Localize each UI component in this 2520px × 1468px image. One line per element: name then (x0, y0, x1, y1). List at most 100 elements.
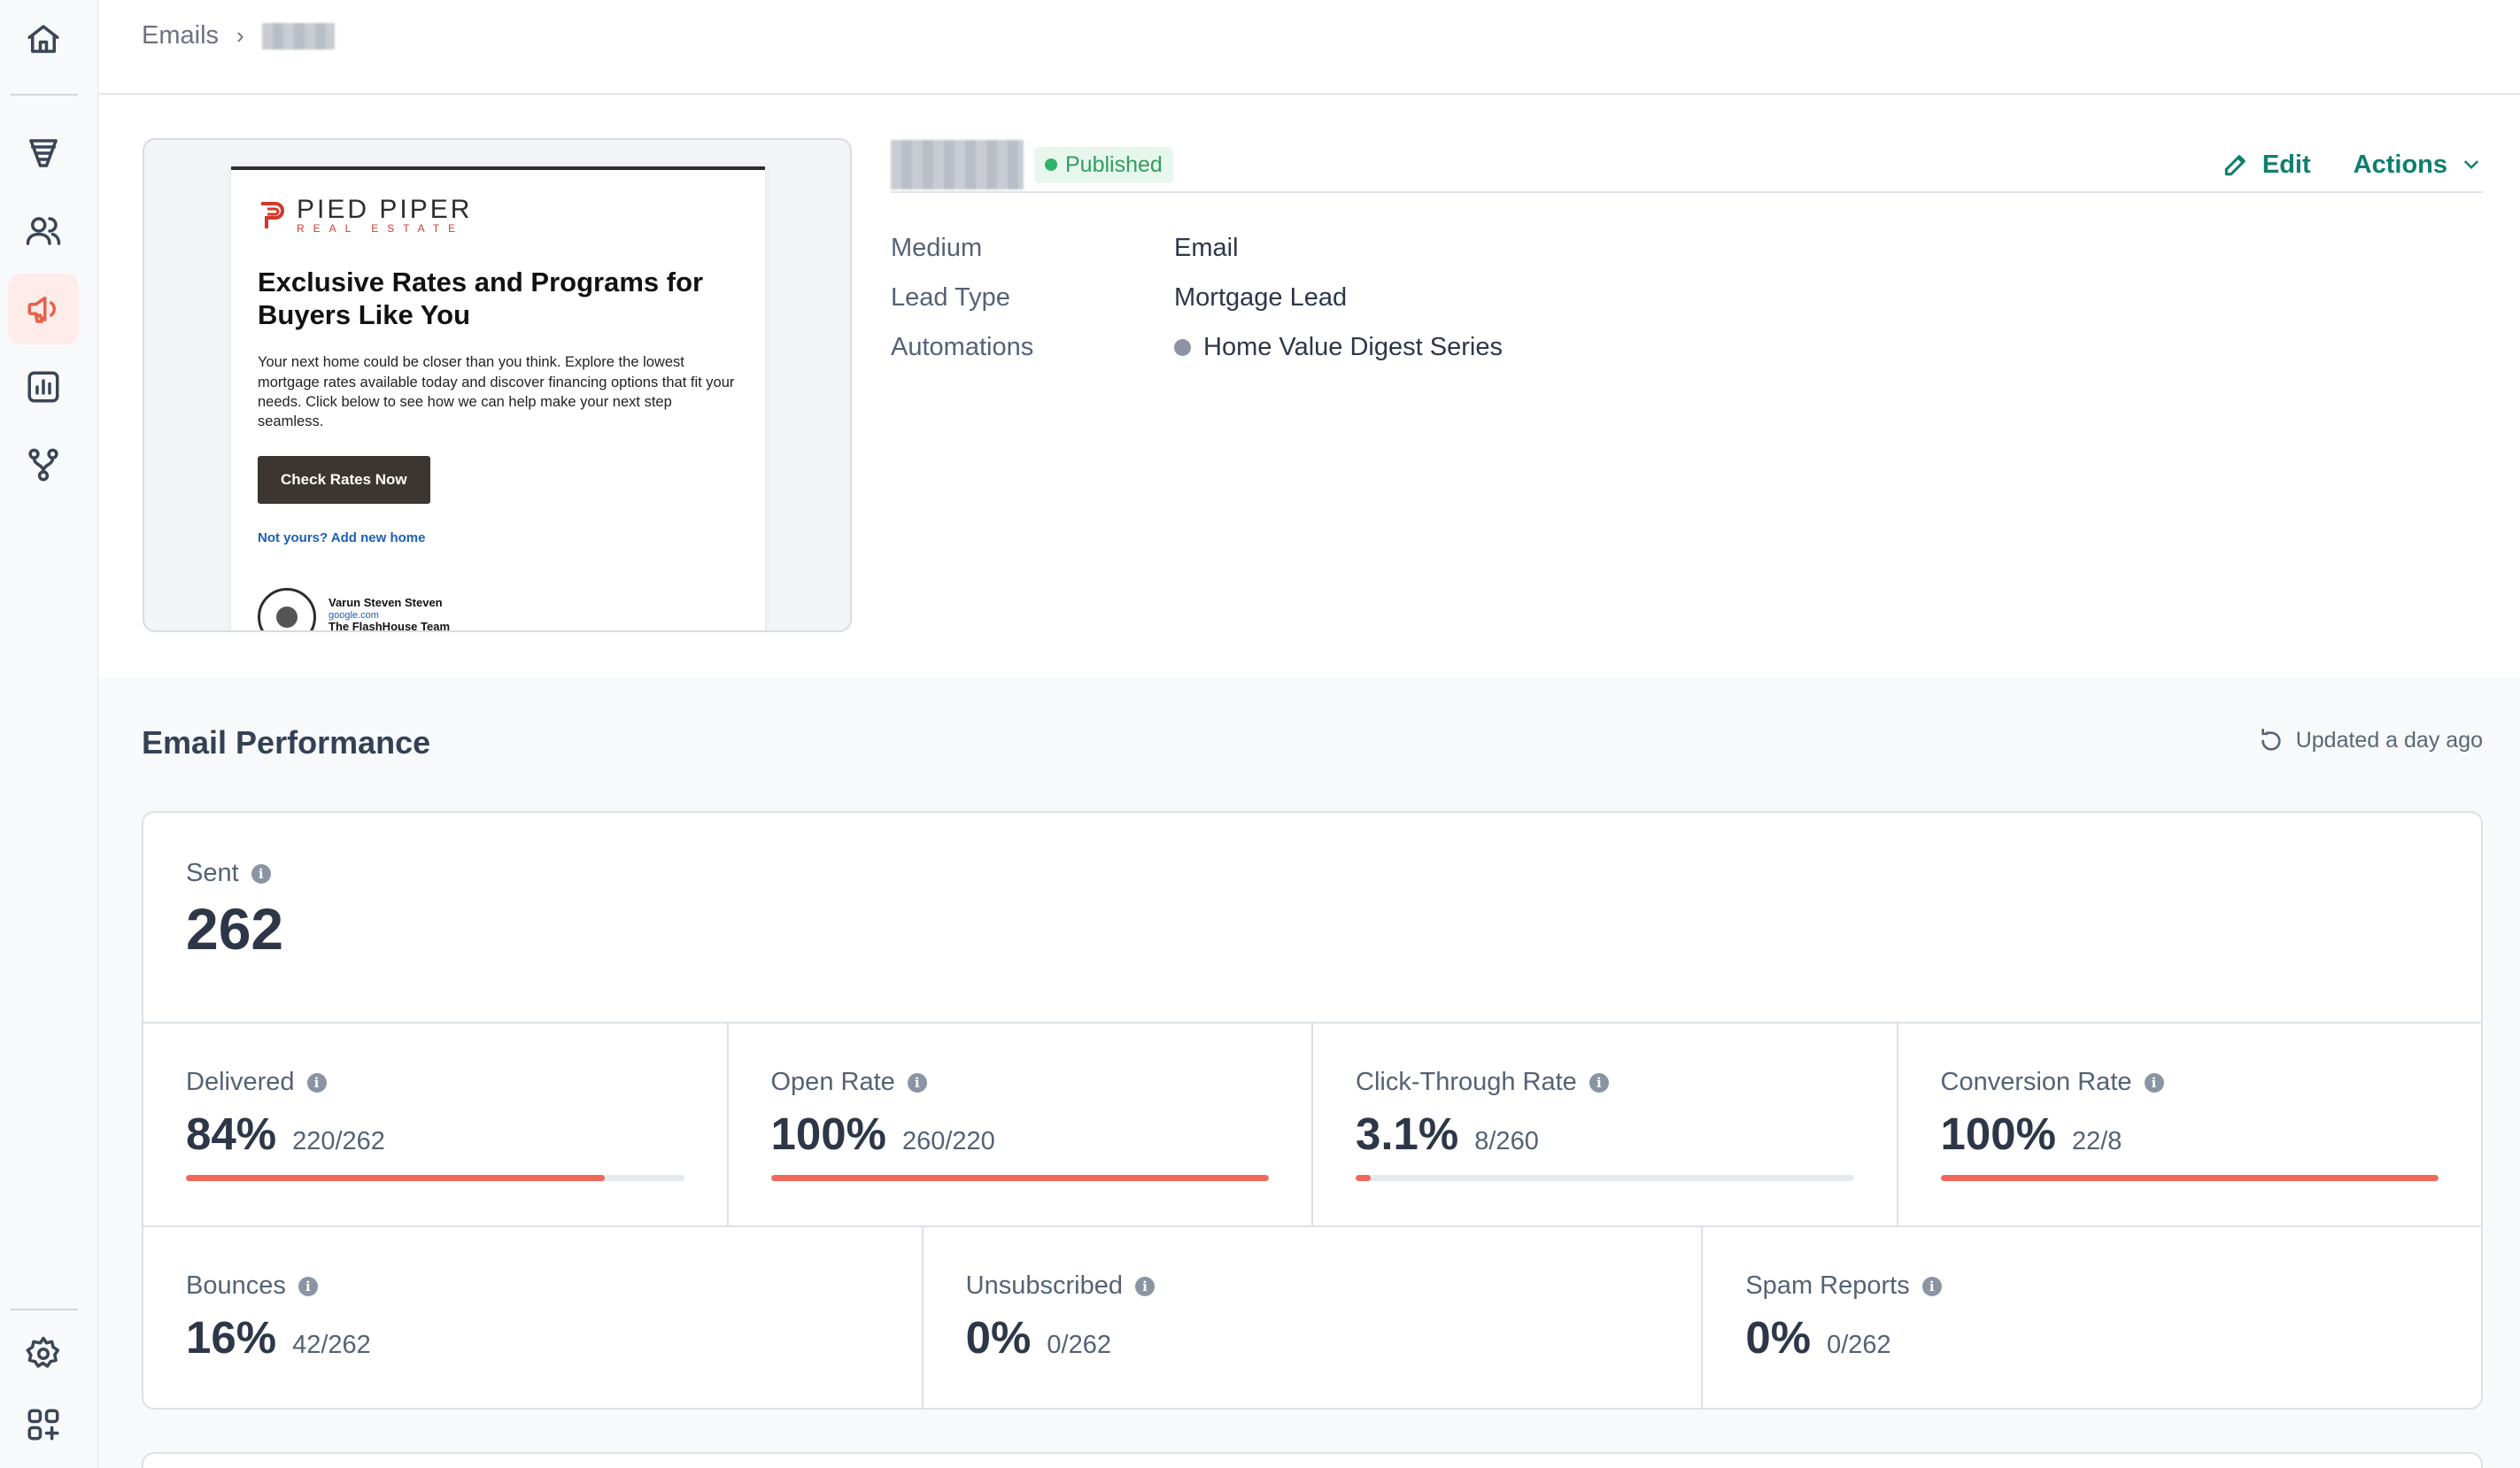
progress-fill (770, 1175, 1269, 1181)
sent-value: 262 (186, 896, 284, 962)
info-icon[interactable]: i (2144, 1072, 2164, 1093)
info-icon[interactable]: i (298, 1276, 318, 1296)
edit-label: Edit (2261, 150, 2311, 179)
detail-row-lead-type: Lead Type Mortgage Lead (891, 273, 2483, 322)
detail-label: Automations (891, 332, 1034, 361)
info-icon[interactable]: i (306, 1072, 327, 1093)
flow-icon[interactable] (8, 429, 79, 500)
main-content: Emails › PIED PIPER REAL ESTATE Exclusiv (99, 0, 2520, 1468)
email-add-home-link: Not yours? Add new home (258, 530, 426, 546)
actions-dropdown[interactable]: Actions (2354, 151, 2483, 180)
email-headline: Exclusive Rates and Programs for Buyers … (258, 267, 704, 331)
progress-fill (186, 1175, 605, 1181)
details-list: Medium Email Lead Type Mortgage Lead Aut… (891, 223, 2483, 372)
info-icon[interactable]: i (1921, 1276, 1942, 1296)
detail-row-medium: Medium Email (891, 223, 2483, 273)
pied-piper-logo-mark-icon (261, 202, 284, 228)
sent-stat: Sent i 262 (143, 813, 2481, 1024)
stat-label: Unsubscribed (965, 1271, 1123, 1300)
chart-icon[interactable] (8, 352, 79, 422)
stat-label: Open Rate (770, 1068, 895, 1096)
detail-row-automations: Automations Home Value Digest Series (891, 322, 2483, 372)
stat-value: 84% (186, 1109, 277, 1159)
email-details-header: Published Edit Actions (891, 138, 2483, 193)
detail-value: Mortgage Lead (1174, 282, 1348, 312)
automation-name: Home Value Digest Series (1203, 332, 1503, 361)
stat-value: 0% (1745, 1312, 1812, 1363)
stat-fraction: 220/262 (292, 1127, 385, 1155)
signature-site: google.com (329, 609, 379, 621)
progress-fill (1356, 1175, 1372, 1181)
status-badge: Published (1034, 146, 1173, 183)
stat-fraction: 0/262 (1827, 1331, 1891, 1359)
breadcrumb-separator: › (236, 22, 244, 49)
logo-name: PIED PIPER (297, 195, 473, 224)
progress-bar (1356, 1175, 1854, 1181)
stat-unsubscribed: Unsubscribed i 0% 0/262 (924, 1227, 1704, 1408)
stat-value: 3.1% (1356, 1109, 1459, 1159)
stat-label: Conversion Rate (1940, 1068, 2132, 1096)
stat-fraction: 260/220 (901, 1127, 995, 1155)
performance-refresh[interactable]: Updated a day ago (2259, 728, 2483, 753)
stat-fraction: 0/262 (1047, 1331, 1111, 1359)
info-icon[interactable]: i (1589, 1072, 1609, 1093)
progress-bar (1940, 1175, 2439, 1181)
stat-fraction: 42/262 (292, 1331, 371, 1359)
stat-click-through-rate: Click-Through Rate i 3.1% 8/260 (1313, 1024, 1898, 1225)
top-bar: Emails › (99, 0, 2520, 95)
stat-spam-reports: Spam Reports i 0% 0/262 (1703, 1227, 2481, 1408)
pencil-icon (2224, 155, 2246, 176)
next-section-card (142, 1452, 2483, 1468)
stat-conversion-rate: Conversion Rate i 100% 22/8 (1898, 1024, 2482, 1225)
automation-link[interactable]: Home Value Digest Series (1174, 333, 1503, 362)
automation-status-dot-icon (1174, 338, 1191, 356)
stat-label: Bounces (186, 1271, 286, 1300)
status-text: Published (1065, 151, 1163, 177)
info-icon[interactable]: i (907, 1072, 927, 1093)
stat-label: Spam Reports (1745, 1271, 1910, 1300)
sidebar-divider (11, 1309, 78, 1310)
stat-value: 100% (770, 1109, 886, 1159)
performance-title: Email Performance (142, 724, 431, 761)
funnel-icon[interactable] (8, 118, 79, 189)
progress-bar (770, 1175, 1269, 1181)
pied-piper-logo: PIED PIPER REAL ESTATE (258, 197, 738, 234)
info-icon[interactable]: i (1135, 1276, 1155, 1296)
email-cta-button: Check Rates Now (258, 456, 430, 505)
email-name-redacted (891, 140, 1024, 189)
email-overview: PIED PIPER REAL ESTATE Exclusive Rates a… (99, 96, 2520, 677)
stat-label: Click-Through Rate (1356, 1068, 1577, 1096)
home-icon[interactable] (8, 4, 79, 74)
sent-label: Sent (186, 859, 239, 887)
updated-text: Updated a day ago (2295, 728, 2483, 753)
stat-value: 100% (1940, 1109, 2056, 1159)
gear-icon[interactable] (8, 1318, 79, 1389)
stat-open-rate: Open Rate i 100% 260/220 (729, 1024, 1313, 1225)
sidebar-divider (11, 94, 78, 96)
breadcrumb-current-redacted (261, 22, 335, 50)
progress-bar (186, 1175, 684, 1181)
email-preview-card[interactable]: PIED PIPER REAL ESTATE Exclusive Rates a… (143, 138, 852, 632)
users-icon[interactable] (8, 196, 79, 267)
detail-value: Email (1174, 233, 1239, 262)
info-icon[interactable]: i (251, 863, 271, 884)
email-body-text: Your next home could be closer than you … (258, 354, 735, 430)
chevron-down-icon (2464, 160, 2478, 169)
edit-button[interactable]: Edit (2222, 151, 2311, 180)
breadcrumb-emails-link[interactable]: Emails (142, 21, 220, 50)
megaphone-icon[interactable] (8, 274, 79, 344)
actions-label: Actions (2353, 150, 2447, 179)
status-dot-icon (1045, 158, 1057, 171)
refresh-icon (2261, 728, 2281, 751)
stat-bounces: Bounces i 16% 42/262 (143, 1227, 924, 1408)
performance-card: Sent i 262 Delivered i 84% 220/262 Open Ra… (142, 811, 2483, 1410)
email-preview-sheet: PIED PIPER REAL ESTATE Exclusive Rates a… (231, 166, 765, 630)
sidebar (0, 0, 98, 1468)
stat-label: Delivered (186, 1068, 295, 1096)
progress-fill (1940, 1175, 2439, 1181)
stat-fraction: 22/8 (2071, 1127, 2122, 1155)
detail-label: Medium (891, 233, 983, 262)
stat-delivered: Delivered i 84% 220/262 (143, 1024, 729, 1225)
apps-add-icon[interactable] (8, 1389, 79, 1460)
signature-avatar (258, 588, 316, 630)
